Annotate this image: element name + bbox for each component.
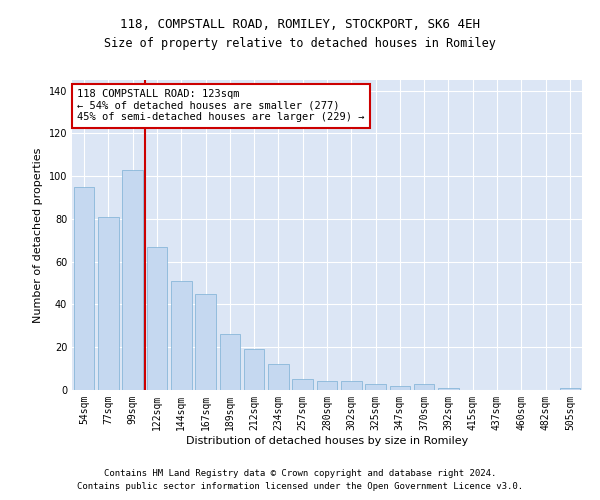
X-axis label: Distribution of detached houses by size in Romiley: Distribution of detached houses by size … (186, 436, 468, 446)
Bar (414, 384, 434, 390)
Bar (195, 294, 216, 390)
Bar (98, 217, 119, 390)
Text: 118 COMPSTALL ROAD: 123sqm
← 54% of detached houses are smaller (277)
45% of sem: 118 COMPSTALL ROAD: 123sqm ← 54% of deta… (77, 90, 365, 122)
Bar (341, 382, 362, 390)
Bar (122, 170, 143, 390)
Bar (146, 247, 167, 390)
Text: Contains public sector information licensed under the Open Government Licence v3: Contains public sector information licen… (77, 482, 523, 491)
Bar (268, 364, 289, 390)
Bar (171, 281, 191, 390)
Bar (560, 388, 580, 390)
Bar (292, 380, 313, 390)
Bar (438, 388, 459, 390)
Bar (74, 187, 94, 390)
Text: 118, COMPSTALL ROAD, ROMILEY, STOCKPORT, SK6 4EH: 118, COMPSTALL ROAD, ROMILEY, STOCKPORT,… (120, 18, 480, 30)
Y-axis label: Number of detached properties: Number of detached properties (33, 148, 43, 322)
Bar (220, 334, 240, 390)
Bar (317, 382, 337, 390)
Bar (244, 350, 265, 390)
Text: Size of property relative to detached houses in Romiley: Size of property relative to detached ho… (104, 38, 496, 51)
Bar (389, 386, 410, 390)
Bar (365, 384, 386, 390)
Text: Contains HM Land Registry data © Crown copyright and database right 2024.: Contains HM Land Registry data © Crown c… (104, 468, 496, 477)
